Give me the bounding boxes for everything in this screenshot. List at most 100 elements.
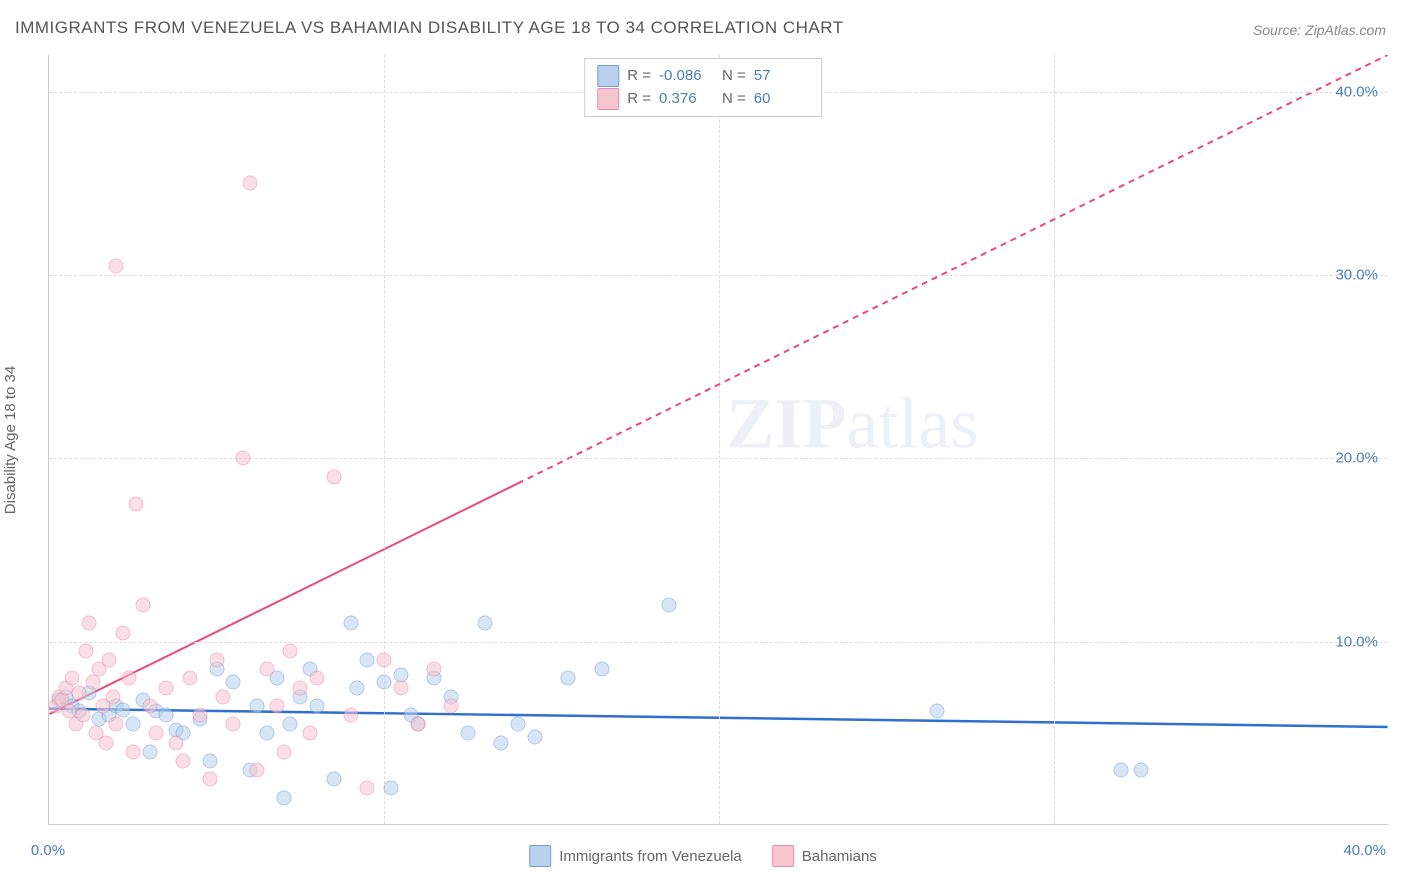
scatter-point	[182, 671, 197, 686]
y-tick-label: 20.0%	[1335, 450, 1378, 467]
scatter-point	[149, 726, 164, 741]
scatter-point	[377, 653, 392, 668]
scatter-point	[383, 781, 398, 796]
y-axis-label: Disability Age 18 to 34	[2, 366, 19, 514]
n-value: 57	[754, 65, 809, 88]
scatter-point	[427, 662, 442, 677]
legend-label: Immigrants from Venezuela	[559, 848, 742, 865]
scatter-point	[276, 744, 291, 759]
scatter-point	[98, 735, 113, 750]
scatter-point	[249, 763, 264, 778]
scatter-point	[929, 704, 944, 719]
scatter-point	[216, 689, 231, 704]
watermark: ZIPatlas	[726, 383, 978, 466]
scatter-point	[326, 772, 341, 787]
legend-item: Immigrants from Venezuela	[529, 845, 742, 867]
watermark-bold: ZIP	[726, 384, 846, 464]
legend-stat-row: R =-0.086N =57	[597, 65, 809, 88]
scatter-point	[135, 598, 150, 613]
scatter-point	[343, 616, 358, 631]
scatter-point	[159, 708, 174, 723]
scatter-point	[527, 730, 542, 745]
scatter-point	[115, 702, 130, 717]
scatter-point	[293, 680, 308, 695]
r-label: R =	[627, 65, 651, 88]
scatter-point	[65, 671, 80, 686]
scatter-point	[283, 717, 298, 732]
legend-item: Bahamians	[772, 845, 877, 867]
scatter-point	[283, 643, 298, 658]
y-tick-label: 10.0%	[1335, 633, 1378, 650]
scatter-point	[249, 698, 264, 713]
scatter-point	[226, 717, 241, 732]
scatter-point	[1134, 763, 1149, 778]
scatter-point	[78, 643, 93, 658]
scatter-point	[82, 616, 97, 631]
scatter-point	[477, 616, 492, 631]
scatter-point	[226, 675, 241, 690]
x-tick-40: 40.0%	[1343, 842, 1386, 859]
scatter-point	[105, 689, 120, 704]
scatter-point	[393, 680, 408, 695]
grid-line-v	[1054, 55, 1055, 824]
scatter-point	[159, 680, 174, 695]
scatter-point	[122, 671, 137, 686]
legend-stat-row: R =0.376N =60	[597, 88, 809, 111]
scatter-point	[125, 744, 140, 759]
legend-swatch	[529, 845, 551, 867]
scatter-point	[410, 717, 425, 732]
y-tick-label: 40.0%	[1335, 83, 1378, 100]
r-value: 0.376	[659, 88, 714, 111]
chart-title: IMMIGRANTS FROM VENEZUELA VS BAHAMIAN DI…	[15, 18, 844, 38]
scatter-point	[209, 653, 224, 668]
scatter-point	[343, 708, 358, 723]
scatter-point	[202, 753, 217, 768]
source-attribution: Source: ZipAtlas.com	[1253, 22, 1386, 38]
scatter-point	[142, 744, 157, 759]
scatter-point	[85, 675, 100, 690]
scatter-point	[75, 708, 90, 723]
scatter-point	[360, 653, 375, 668]
scatter-point	[444, 698, 459, 713]
scatter-point	[661, 598, 676, 613]
legend-swatch	[772, 845, 794, 867]
scatter-point	[511, 717, 526, 732]
scatter-point	[142, 698, 157, 713]
legend-top-stats: R =-0.086N =57R =0.376N =60	[584, 58, 822, 117]
scatter-point	[377, 675, 392, 690]
watermark-rest: atlas	[846, 384, 978, 464]
legend-swatch	[597, 65, 619, 87]
scatter-point	[236, 451, 251, 466]
scatter-point	[310, 671, 325, 686]
legend-bottom: Immigrants from Venezuela Bahamians	[529, 845, 877, 867]
scatter-point	[129, 497, 144, 512]
scatter-point	[102, 653, 117, 668]
grid-line-v	[719, 55, 720, 824]
scatter-point	[202, 772, 217, 787]
n-label: N =	[722, 65, 746, 88]
scatter-point	[243, 176, 258, 191]
scatter-point	[115, 625, 130, 640]
scatter-point	[310, 698, 325, 713]
scatter-point	[125, 717, 140, 732]
legend-label: Bahamians	[802, 848, 877, 865]
scatter-point	[594, 662, 609, 677]
scatter-point	[259, 662, 274, 677]
plot-area: ZIPatlas 10.0% 20.0% 30.0% 40.0%	[48, 55, 1388, 825]
scatter-point	[176, 753, 191, 768]
x-tick-0: 0.0%	[31, 842, 65, 859]
scatter-point	[460, 726, 475, 741]
scatter-point	[1114, 763, 1129, 778]
scatter-point	[326, 469, 341, 484]
scatter-point	[303, 726, 318, 741]
scatter-point	[276, 790, 291, 805]
scatter-point	[169, 735, 184, 750]
scatter-point	[109, 258, 124, 273]
n-label: N =	[722, 88, 746, 111]
scatter-point	[360, 781, 375, 796]
y-tick-label: 30.0%	[1335, 267, 1378, 284]
scatter-point	[192, 708, 207, 723]
scatter-point	[350, 680, 365, 695]
scatter-point	[269, 698, 284, 713]
grid-line-v	[384, 55, 385, 824]
